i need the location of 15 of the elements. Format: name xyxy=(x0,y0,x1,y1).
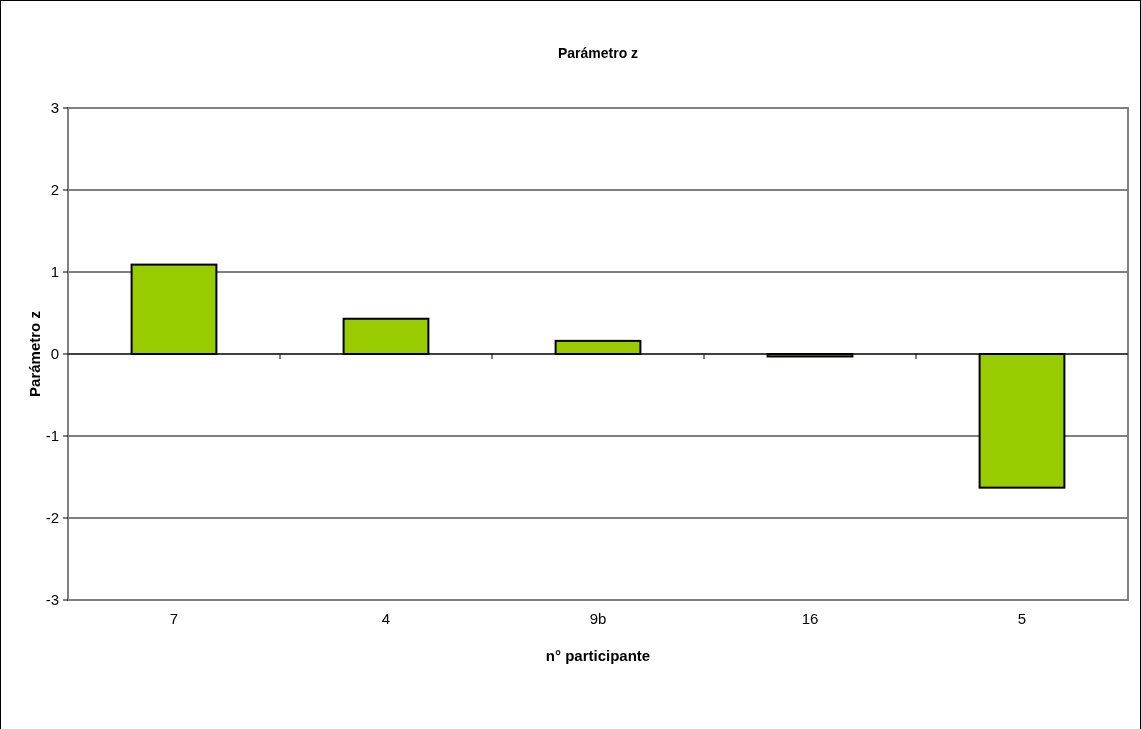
y-tick-label: -2 xyxy=(45,509,59,527)
x-tick-label: 9b xyxy=(589,610,607,627)
y-tick-label: 2 xyxy=(50,181,59,199)
chart-title: Parámetro z xyxy=(557,45,639,61)
y-tick-label: 3 xyxy=(50,99,59,117)
y-tick-label: 0 xyxy=(50,345,59,363)
x-tick-label: 4 xyxy=(381,610,391,627)
x-tick-label: 7 xyxy=(169,610,179,627)
y-tick-label: -3 xyxy=(45,591,59,609)
x-tick-label: 16 xyxy=(801,610,819,627)
y-tick-label: 1 xyxy=(50,263,59,281)
x-tick-label: 5 xyxy=(1017,610,1027,627)
y-tick-label: -1 xyxy=(45,427,59,445)
x-axis-title: n° participante xyxy=(545,647,651,664)
y-axis-title: Parámetro z xyxy=(26,311,43,397)
